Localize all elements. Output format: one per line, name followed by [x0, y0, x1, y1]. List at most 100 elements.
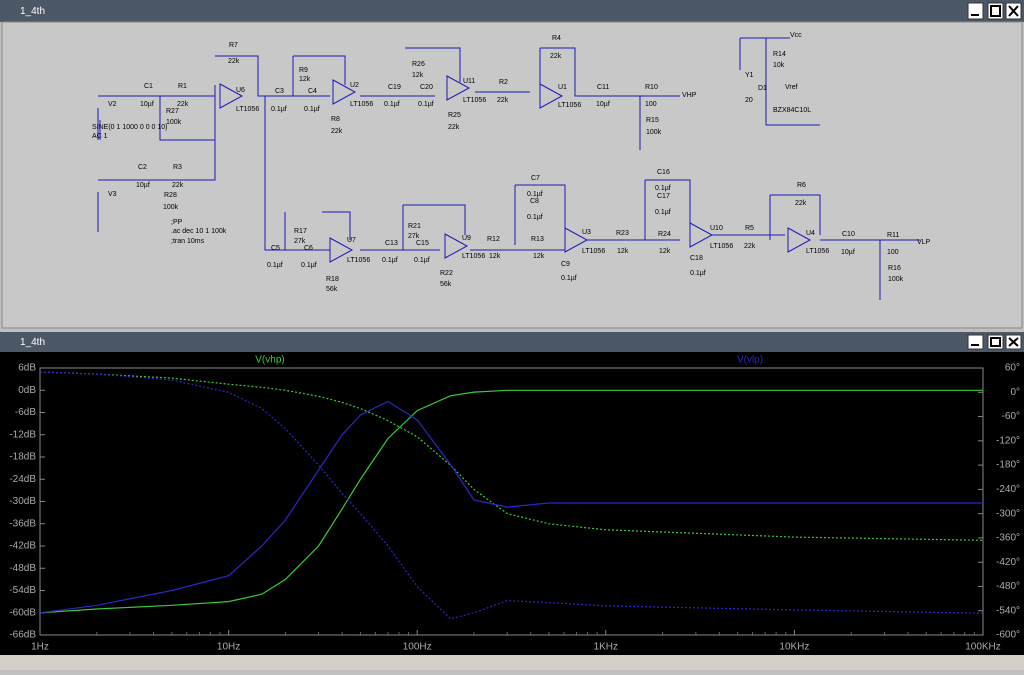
window-title: 1_4th: [20, 337, 45, 348]
x-tick-label: 10KHz: [779, 642, 809, 653]
component-label: ;tran 10ms: [171, 238, 205, 245]
component-label: 100k: [166, 119, 182, 126]
op-amp: [446, 75, 471, 101]
x-tick-label: 100Hz: [403, 642, 432, 653]
y2-tick-label: -480°: [996, 581, 1020, 592]
schematic-canvas[interactable]: [1, 21, 1023, 329]
component-label: 56k: [440, 281, 452, 288]
component-label: .ac dec 10 1 100k: [171, 228, 227, 235]
y-tick-label: -12dB: [9, 429, 36, 440]
component-label: V3: [108, 191, 117, 198]
component-label: 22k: [228, 58, 240, 65]
component-label: C13: [385, 240, 398, 247]
component-label: 27k: [294, 238, 306, 245]
component-label: U7: [347, 237, 356, 244]
component-label: R18: [326, 276, 339, 283]
component-label: R15: [646, 117, 659, 124]
title-bar: [0, 332, 1024, 352]
op-amp: [787, 227, 812, 253]
component-label: C9: [561, 261, 570, 268]
component-label: C10: [842, 231, 855, 238]
component-label: 0.1µf: [655, 185, 671, 192]
title-bar: [0, 0, 1024, 22]
y-tick-label: 0dB: [18, 385, 36, 396]
component-label: 12k: [659, 248, 671, 255]
component-label: C17: [657, 193, 670, 200]
component-label: 22k: [448, 124, 460, 131]
component-label: U3: [582, 229, 591, 236]
component-label: U9: [462, 235, 471, 242]
component-label: 22k: [177, 101, 189, 108]
component-label: 0.1µf: [384, 101, 400, 108]
y2-tick-label: -180°: [996, 460, 1020, 471]
component-label: LT1056: [582, 248, 605, 255]
component-label: C8: [530, 198, 539, 205]
component-label: 0.1µf: [271, 106, 287, 113]
icon: [1008, 5, 1019, 17]
icon: [1008, 337, 1019, 347]
component-label: 0.1µf: [561, 275, 577, 282]
component-label: VHP: [682, 92, 697, 99]
component-label: R9: [299, 67, 308, 74]
y-tick-label: -30dB: [9, 496, 36, 507]
component-label: 0.1µf: [267, 262, 283, 269]
component-label: R21: [408, 223, 421, 230]
component-label: R24: [658, 231, 671, 238]
component-label: 0.1µf: [418, 101, 434, 108]
component-label: 12k: [299, 76, 311, 83]
component-label: U11: [463, 78, 475, 85]
component-label: C1: [144, 83, 153, 90]
op-amp: [329, 237, 354, 263]
minimize-button[interactable]: [967, 334, 984, 350]
component-label: LT1056: [806, 248, 829, 255]
minimize-button[interactable]: [967, 2, 984, 20]
component-label: LT1056: [710, 243, 733, 250]
component-label: Y1: [745, 72, 754, 79]
magnitude-line: [39, 389, 983, 614]
component-label: C18: [690, 255, 703, 262]
phase-line: [39, 371, 984, 620]
component-label: 27k: [408, 233, 420, 240]
y2-tick-label: -600°: [996, 630, 1020, 641]
component-label: Vref: [785, 84, 798, 91]
legend-entry: V(vlp): [737, 355, 763, 366]
component-label: R28: [164, 192, 177, 199]
op-amp: [564, 227, 589, 253]
component-label: R11: [887, 232, 899, 239]
component-label: 12k: [617, 248, 629, 255]
magnitude-line: [39, 400, 983, 614]
component-label: 22k: [497, 97, 509, 104]
component-label: 0.1µf: [527, 191, 543, 198]
icon: [990, 337, 1001, 347]
component-label: 10k: [773, 62, 785, 69]
component-label: C6: [304, 245, 313, 252]
component-label: R22: [440, 270, 453, 277]
component-label: C3: [275, 88, 284, 95]
component-label: LT1056: [347, 257, 370, 264]
component-label: C5: [271, 245, 280, 252]
component-label: BZX84C10L: [773, 107, 811, 114]
y-tick-label: -66dB: [9, 630, 36, 641]
component-label: LT1056: [350, 101, 373, 108]
component-label: 100: [645, 101, 657, 108]
component-label: R25: [448, 112, 461, 119]
component-label: U6: [236, 87, 245, 94]
component-label: R5: [745, 225, 754, 232]
component-label: 12k: [412, 72, 424, 79]
component-label: 0.1µf: [301, 262, 317, 269]
icon: [990, 5, 1001, 17]
component-label: LT1056: [236, 106, 259, 113]
x-tick-label: 1Hz: [31, 642, 49, 653]
component-label: 100k: [646, 129, 662, 136]
y-tick-label: -24dB: [9, 474, 36, 485]
component-label: R12: [487, 236, 500, 243]
component-label: 22k: [331, 128, 343, 135]
component-label: V2: [108, 101, 117, 108]
op-amp: [539, 83, 564, 109]
y2-tick-label: -300°: [996, 508, 1020, 519]
component-label: 10µf: [140, 101, 154, 108]
y-tick-label: -54dB: [9, 585, 36, 596]
y2-tick-label: -360°: [996, 533, 1020, 544]
